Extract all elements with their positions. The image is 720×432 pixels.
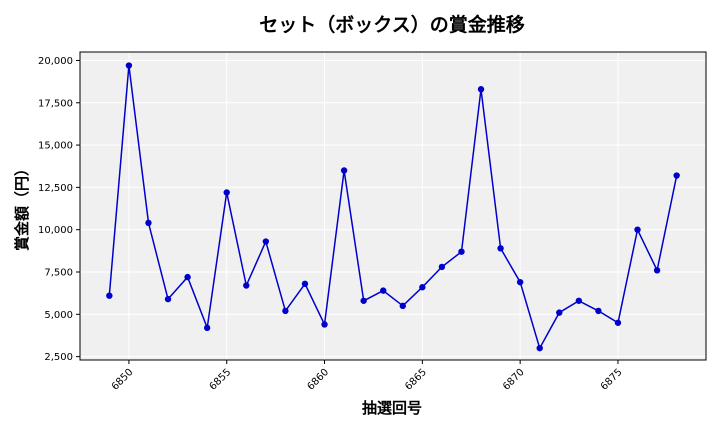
y-axis-label: 賞金額（円） [13, 161, 31, 251]
data-point [184, 273, 191, 281]
x-axis-label: 抽選回号 [362, 399, 422, 417]
data-point [595, 307, 602, 315]
y-tick-label: 5,000 [44, 310, 73, 321]
y-tick-label: 7,500 [44, 268, 73, 279]
axes-border [79, 51, 707, 361]
data-point [125, 62, 133, 69]
data-point [282, 307, 289, 315]
x-tick-label: 6855 [208, 367, 234, 393]
data-point [360, 297, 367, 304]
y-tick-label: 12,500 [38, 183, 73, 194]
plot-area [80, 52, 706, 360]
data-point [380, 287, 387, 294]
x-tick-label: 6875 [599, 367, 625, 393]
data-point [321, 321, 328, 328]
data-point [223, 189, 230, 196]
data-point [536, 344, 543, 352]
y-tick-label: 2,500 [44, 352, 73, 363]
y-tick-label: 20,000 [38, 56, 73, 67]
data-point [203, 324, 211, 332]
series-line [108, 65, 678, 351]
data-point [340, 167, 348, 174]
data-point [634, 226, 641, 233]
y-axis: 2,500 5,000 7,500 10,000 12,500 15,000 17,500 2… [38, 56, 80, 363]
data-point [301, 280, 309, 288]
data-point [497, 245, 504, 252]
y-tick-label: 15,000 [38, 141, 73, 152]
data-point [164, 295, 172, 303]
data-point [458, 248, 465, 255]
data-point [262, 238, 270, 245]
data-point [614, 319, 622, 326]
axes-frame [79, 51, 707, 361]
data-point [516, 278, 524, 286]
y-tick-label: 10,000 [38, 225, 73, 236]
data-point [145, 219, 152, 227]
data-point [477, 86, 485, 93]
data-point [673, 172, 680, 179]
data-point [419, 284, 426, 291]
data-point [243, 282, 250, 289]
series-group [106, 62, 680, 352]
x-tick-label: 6860 [305, 367, 331, 393]
data-point [438, 263, 446, 271]
x-tick-label: 6865 [403, 367, 429, 393]
data-point [575, 297, 583, 304]
x-tick-label: 6850 [110, 367, 136, 393]
data-point [106, 292, 113, 299]
gridlines [80, 52, 706, 360]
x-axis: 6850 6855 6860 6865 6870 6875 [110, 360, 625, 393]
data-point [556, 309, 563, 316]
y-tick-label: 17,500 [38, 98, 73, 109]
data-point [653, 267, 661, 274]
chart-title: セット（ボックス）の賞金推移 [259, 13, 524, 36]
x-tick-label: 6870 [501, 367, 527, 393]
data-point [399, 302, 406, 310]
